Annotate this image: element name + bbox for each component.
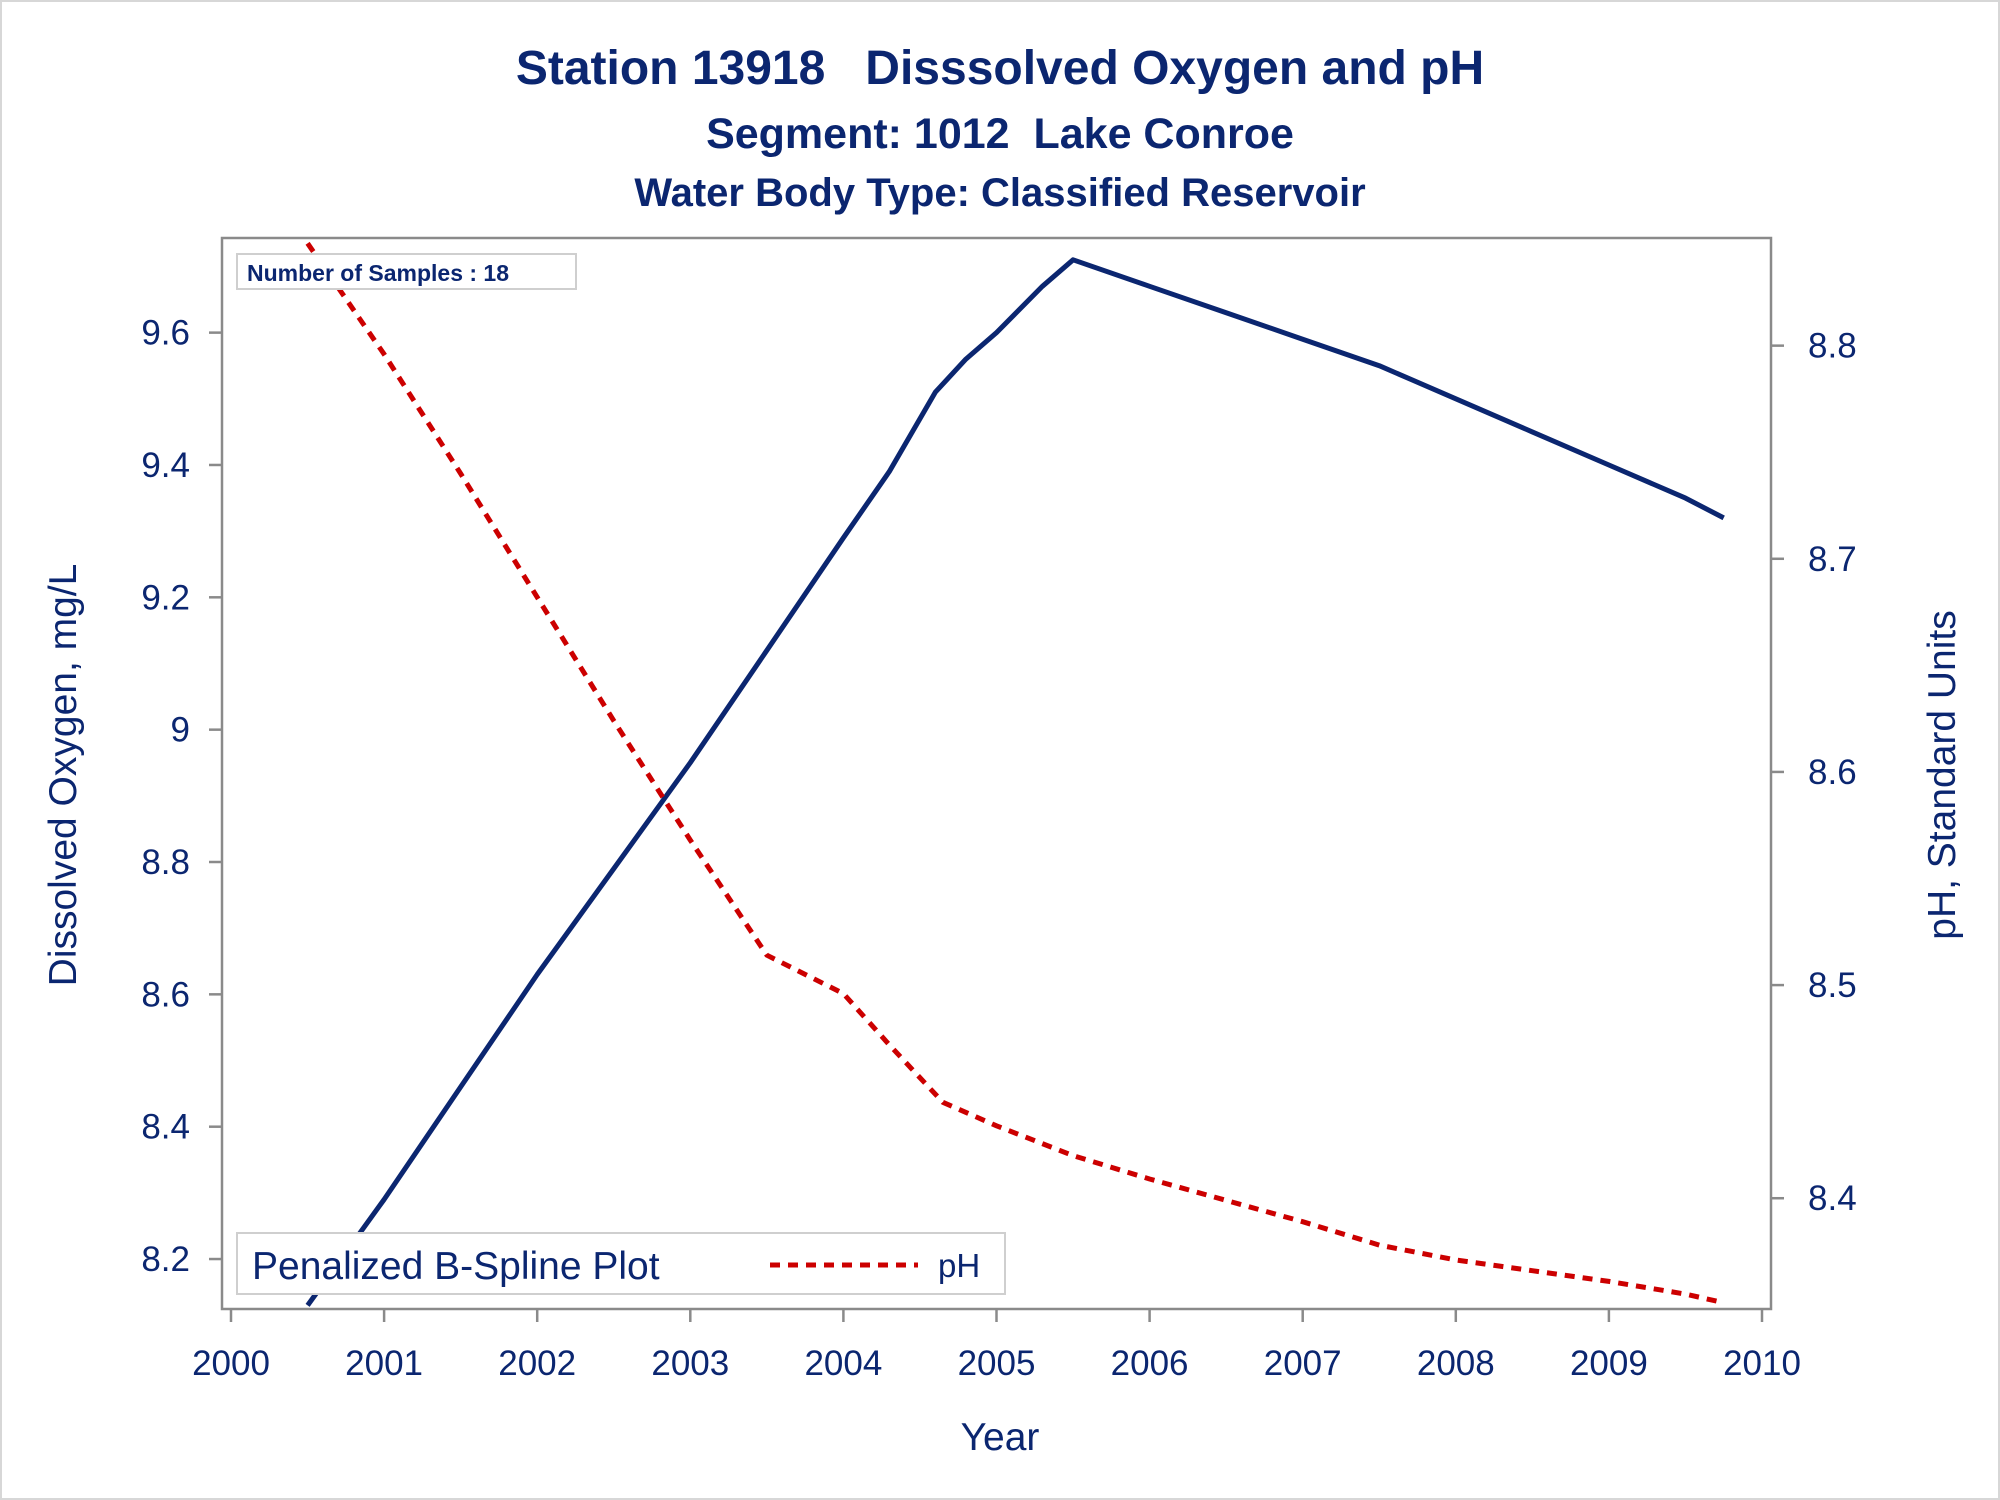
y-axis-left: 8.2 8.4 8.6 8.8 9 9.2 9.4 9.6 [141, 314, 222, 1279]
x-tick-label: 2004 [804, 1344, 882, 1383]
dissolved-oxygen-series-line [305, 257, 1725, 1307]
y-tick-label: 8.4 [141, 1108, 190, 1147]
sample-count-inset: Number of Samples : 18 [236, 253, 577, 290]
x-tick-label: 2001 [345, 1344, 423, 1383]
x-axis: 2000 2001 2002 2003 2004 2005 2006 2007 2008 2009… [192, 1309, 1801, 1383]
sample-count-text: Number of Samples : 18 [247, 260, 509, 286]
x-tick-label: 2003 [651, 1344, 729, 1383]
chart-title: Station 13918 Disssolved Oxygen and pH [516, 42, 1484, 95]
y-axis-right: 8.4 8.5 8.6 8.7 8.8 [1771, 327, 1857, 1218]
sample-count-box [236, 253, 577, 290]
y-tick-label: 8.6 [141, 975, 190, 1014]
x-tick-label: 2005 [958, 1344, 1036, 1383]
x-tick-label: 2008 [1417, 1344, 1495, 1383]
y-tick-label: 9.6 [141, 314, 190, 353]
x-tick-label: 2007 [1264, 1344, 1342, 1383]
y2-tick-label: 8.8 [1808, 327, 1857, 366]
x-tick-label: 2009 [1570, 1344, 1648, 1383]
legend-ph-label: pH [938, 1247, 980, 1284]
series-layer [305, 241, 1725, 1307]
legend: Penalized B-Spline Plot pH [236, 1232, 1006, 1295]
x-tick-label: 2010 [1723, 1344, 1801, 1383]
y-tick-label: 9.2 [141, 578, 190, 617]
x-tick-label: 2000 [192, 1344, 270, 1383]
y2-tick-label: 8.6 [1808, 753, 1857, 792]
chart-subtitle: Segment: 1012 Lake Conroe [706, 110, 1294, 158]
y2-tick-label: 8.5 [1808, 966, 1857, 1005]
y-tick-label: 9.4 [141, 446, 190, 485]
x-tick-label: 2006 [1111, 1344, 1189, 1383]
chart-subtitle-water-body: Water Body Type: Classified Reservoir [634, 171, 1365, 215]
x-tick-label: 2002 [498, 1344, 576, 1383]
x-axis-label: Year [961, 1416, 1040, 1459]
y-tick-label: 8.2 [141, 1240, 190, 1279]
legend-title: Penalized B-Spline Plot [252, 1245, 660, 1288]
y2-axis-label: pH, Standard Units [1921, 610, 1964, 940]
y-tick-label: 8.8 [141, 843, 190, 882]
legend-box [236, 1232, 1006, 1295]
y-tick-label: 9 [171, 711, 190, 750]
y2-tick-label: 8.7 [1808, 540, 1857, 579]
y2-tick-label: 8.4 [1808, 1179, 1857, 1218]
plot-area-border [220, 236, 1773, 1311]
y-axis-label: Dissolved Oxygen, mg/L [42, 564, 85, 987]
ph-series-line [305, 241, 1725, 1306]
